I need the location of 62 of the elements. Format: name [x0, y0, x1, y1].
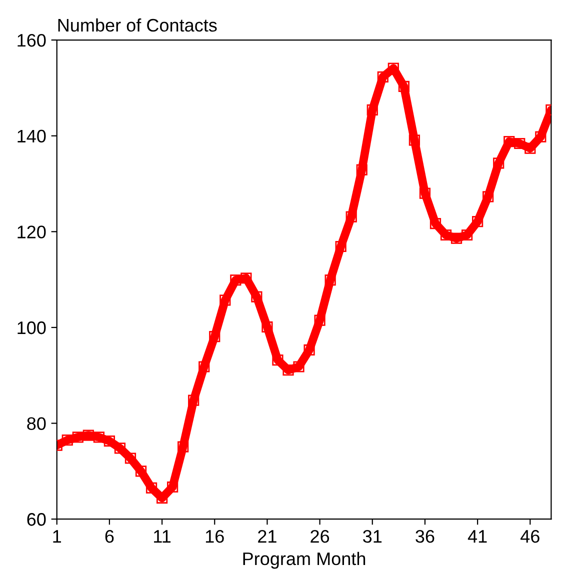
point	[114, 442, 126, 454]
point	[398, 80, 410, 92]
x-tick-label: 31	[363, 530, 382, 543]
point	[93, 432, 104, 443]
point	[188, 394, 200, 406]
point	[251, 291, 262, 302]
point	[377, 71, 388, 82]
point	[472, 216, 484, 228]
x-tick-label: 6	[105, 530, 114, 543]
point	[124, 452, 136, 464]
y-axis-title: Number of Contacts	[58, 18, 217, 32]
point	[482, 191, 494, 202]
point	[408, 134, 420, 146]
point	[209, 331, 220, 342]
point	[504, 136, 515, 148]
point	[493, 158, 504, 169]
point	[314, 314, 326, 326]
point	[450, 232, 462, 244]
point	[146, 482, 158, 494]
point	[524, 142, 536, 154]
y-tick-label: 60	[27, 513, 46, 526]
point	[282, 364, 294, 376]
point	[430, 218, 442, 230]
point	[220, 294, 231, 306]
point	[324, 274, 336, 286]
point	[178, 441, 189, 452]
x-tick-label: 11	[154, 530, 171, 543]
point	[82, 430, 94, 441]
point	[346, 211, 357, 222]
point	[240, 272, 252, 284]
y-tick-label: 120	[18, 226, 46, 238]
x-axis-title: Program Month	[243, 552, 366, 569]
point	[198, 361, 210, 372]
point	[167, 481, 178, 493]
x-tick-label: 46	[520, 530, 540, 543]
point	[419, 188, 431, 199]
point	[72, 432, 84, 443]
point	[262, 321, 273, 333]
point	[335, 240, 346, 252]
x-tick-label: 1	[53, 530, 62, 543]
point	[461, 229, 473, 241]
x-tick-label: 16	[206, 530, 224, 543]
point	[293, 361, 304, 372]
point	[356, 164, 368, 176]
y-tick-label: 100	[18, 321, 46, 334]
x-tick-label: 21	[258, 530, 276, 543]
point	[272, 354, 284, 366]
point	[535, 131, 546, 142]
point	[230, 274, 242, 286]
point	[62, 434, 73, 446]
point	[366, 104, 378, 116]
x-tick-label: 36	[416, 530, 434, 543]
point	[304, 344, 315, 356]
point	[514, 138, 526, 150]
x-tick-label: 41	[468, 530, 487, 543]
point	[135, 466, 147, 477]
point	[104, 435, 116, 447]
y-tick-label: 80	[27, 417, 46, 430]
y-tick-label: 160	[18, 34, 46, 47]
y-tick-label: 140	[18, 130, 46, 143]
x-tick-label: 26	[310, 530, 330, 543]
point	[440, 229, 452, 241]
